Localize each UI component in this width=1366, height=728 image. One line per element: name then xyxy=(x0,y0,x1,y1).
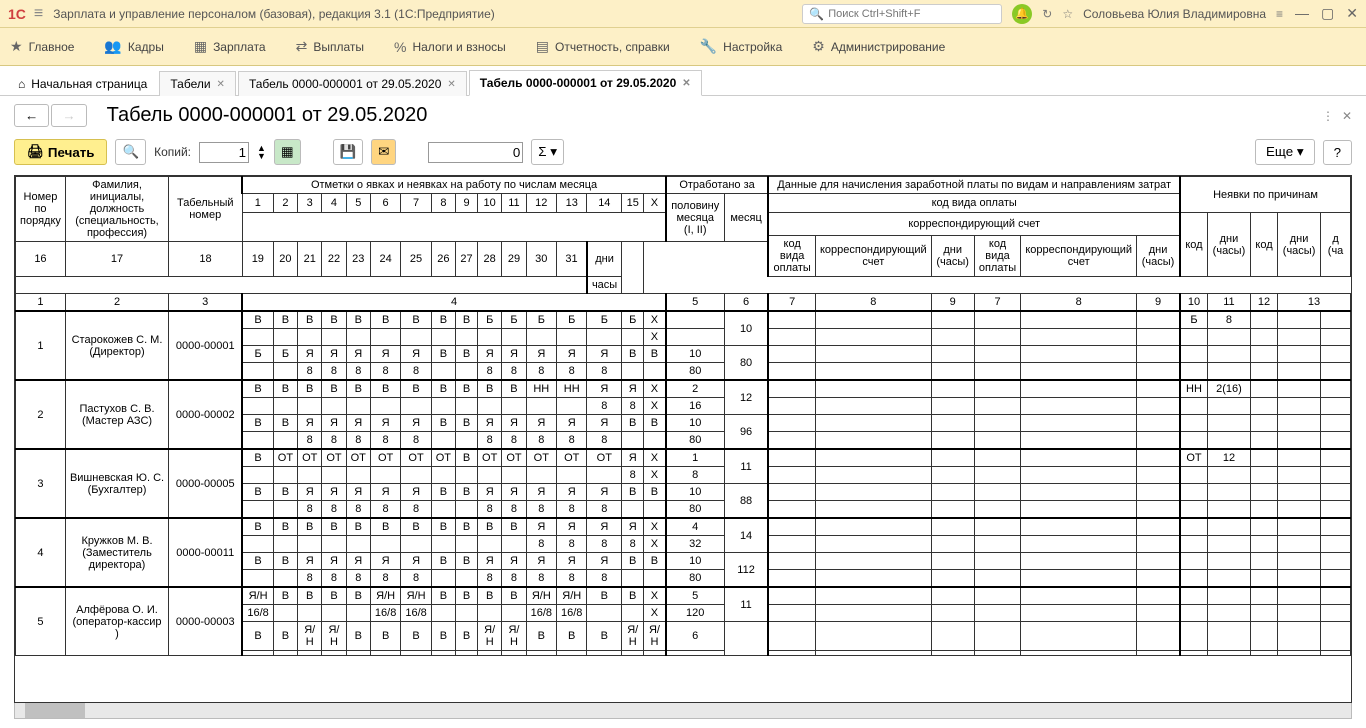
settings-icon[interactable]: ≡ xyxy=(1276,7,1283,21)
grid-button[interactable]: ▦ xyxy=(274,139,301,165)
menu-label: Администрирование xyxy=(831,40,945,54)
copies-label: Копий: xyxy=(154,145,191,159)
maximize-icon[interactable]: ▢ xyxy=(1321,5,1334,22)
mainmenu: ★ Главное 👥 Кадры ▦ Зарплата ⇄ Выплаты% Налоги и… xyxy=(0,28,1366,66)
username: Соловьева Юлия Владимировна xyxy=(1083,7,1266,21)
menu-icon: ▦ xyxy=(194,38,207,55)
doc-title: Табель 0000-000001 от 29.05.2020 xyxy=(107,104,428,127)
search-input[interactable] xyxy=(828,8,995,20)
mainmenu-item[interactable]: 🔧 Настройка xyxy=(700,38,783,55)
horizontal-scrollbar[interactable] xyxy=(14,703,1352,719)
tab-close-icon[interactable]: ✕ xyxy=(447,79,455,90)
mainmenu-item[interactable]: ▤ Отчетность, справки xyxy=(536,38,670,55)
tab[interactable]: Табель 0000-000001 от 29.05.2020 ✕ xyxy=(238,71,467,96)
titlebar: 1С ≡ Зарплата и управление персоналом (б… xyxy=(0,0,1366,28)
mainmenu-item[interactable]: ⇄ Выплаты xyxy=(296,38,364,55)
app-title: Зарплата и управление персоналом (базова… xyxy=(53,7,495,21)
menu-icon: ⚙ xyxy=(812,38,825,55)
save-button[interactable]: 💾 xyxy=(333,139,364,165)
menu-label: Главное xyxy=(29,40,75,54)
num-input[interactable] xyxy=(428,142,523,163)
more-button[interactable]: Еще ▾ xyxy=(1255,139,1315,165)
menu-icon: ★ xyxy=(10,38,23,55)
menu-label: Выплаты xyxy=(313,40,364,54)
tab-label: Табель 0000-000001 от 29.05.2020 xyxy=(480,76,677,90)
print-label: Печать xyxy=(48,145,95,160)
toolbar: 🖨 Печать 🔍 Копий: ▲▼ ▦ 💾 ✉ Σ ▾ Еще ▾ ? xyxy=(0,135,1366,175)
tabs: ⌂Начальная страницаТабели✕Табель 0000-00… xyxy=(0,66,1366,96)
mainmenu-item[interactable]: ★ Главное xyxy=(10,38,74,55)
menu-icon: ⇄ xyxy=(296,38,308,55)
mainmenu-item[interactable]: ⚙ Администрирование xyxy=(812,38,945,55)
history-icon[interactable]: ↻ xyxy=(1042,7,1052,21)
more-menu-icon[interactable]: ⋮ xyxy=(1322,109,1334,123)
menu-icon: % xyxy=(394,39,406,55)
minimize-icon[interactable]: — xyxy=(1295,5,1309,22)
email-button[interactable]: ✉ xyxy=(371,139,396,165)
mainmenu-item[interactable]: % Налоги и взносы xyxy=(394,39,506,55)
print-icon: 🖨 xyxy=(27,144,44,160)
menu-label: Настройка xyxy=(723,40,782,54)
spinner-icon[interactable]: ▲▼ xyxy=(257,144,266,160)
mainmenu-item[interactable]: ▦ Зарплата xyxy=(194,38,266,55)
back-button[interactable]: ← xyxy=(14,104,49,127)
search-icon: 🔍 xyxy=(809,7,824,21)
doc-header: ← → Табель 0000-000001 от 29.05.2020 ⋮ ✕ xyxy=(0,96,1366,135)
search-box[interactable]: 🔍 xyxy=(802,4,1002,24)
close-icon[interactable]: ✕ xyxy=(1346,5,1358,22)
menu-icon: ▤ xyxy=(536,38,549,55)
copies-input[interactable] xyxy=(199,142,249,163)
tab-close-icon[interactable]: ✕ xyxy=(682,78,690,89)
app-logo: 1С xyxy=(8,6,26,22)
tab[interactable]: Табели ✕ xyxy=(159,71,236,96)
menu-label: Налоги и взносы xyxy=(412,40,505,54)
star-icon[interactable]: ☆ xyxy=(1062,7,1073,21)
home-icon: ⌂ xyxy=(18,77,25,91)
help-button[interactable]: ? xyxy=(1323,140,1352,165)
tab[interactable]: Табель 0000-000001 от 29.05.2020 ✕ xyxy=(469,70,702,96)
menu-label: Отчетность, справки xyxy=(555,40,670,54)
forward-button[interactable]: → xyxy=(51,104,86,127)
print-button[interactable]: 🖨 Печать xyxy=(14,139,107,165)
close-doc-icon[interactable]: ✕ xyxy=(1342,109,1352,123)
tab-label: Табели xyxy=(170,77,210,91)
menu-label: Кадры xyxy=(128,40,164,54)
bell-icon[interactable]: 🔔 xyxy=(1012,4,1032,24)
timesheet-table: Номер по порядку Фамилия, инициалы, долж… xyxy=(15,176,1351,656)
tab-label: Табель 0000-000001 от 29.05.2020 xyxy=(249,77,441,91)
menu-label: Зарплата xyxy=(213,40,266,54)
menu-icon: 🔧 xyxy=(700,38,717,55)
menu-icon[interactable]: ≡ xyxy=(34,5,43,23)
menu-icon: 👥 xyxy=(104,38,121,55)
preview-button[interactable]: 🔍 xyxy=(115,139,146,165)
sum-button[interactable]: Σ ▾ xyxy=(531,139,564,165)
tab-close-icon[interactable]: ✕ xyxy=(217,79,225,90)
table-container[interactable]: Номер по порядку Фамилия, инициалы, долж… xyxy=(14,175,1352,703)
tab-label: Начальная страница xyxy=(31,77,147,91)
tab[interactable]: ⌂ Начальная страница xyxy=(8,72,157,96)
mainmenu-item[interactable]: 👥 Кадры xyxy=(104,38,163,55)
